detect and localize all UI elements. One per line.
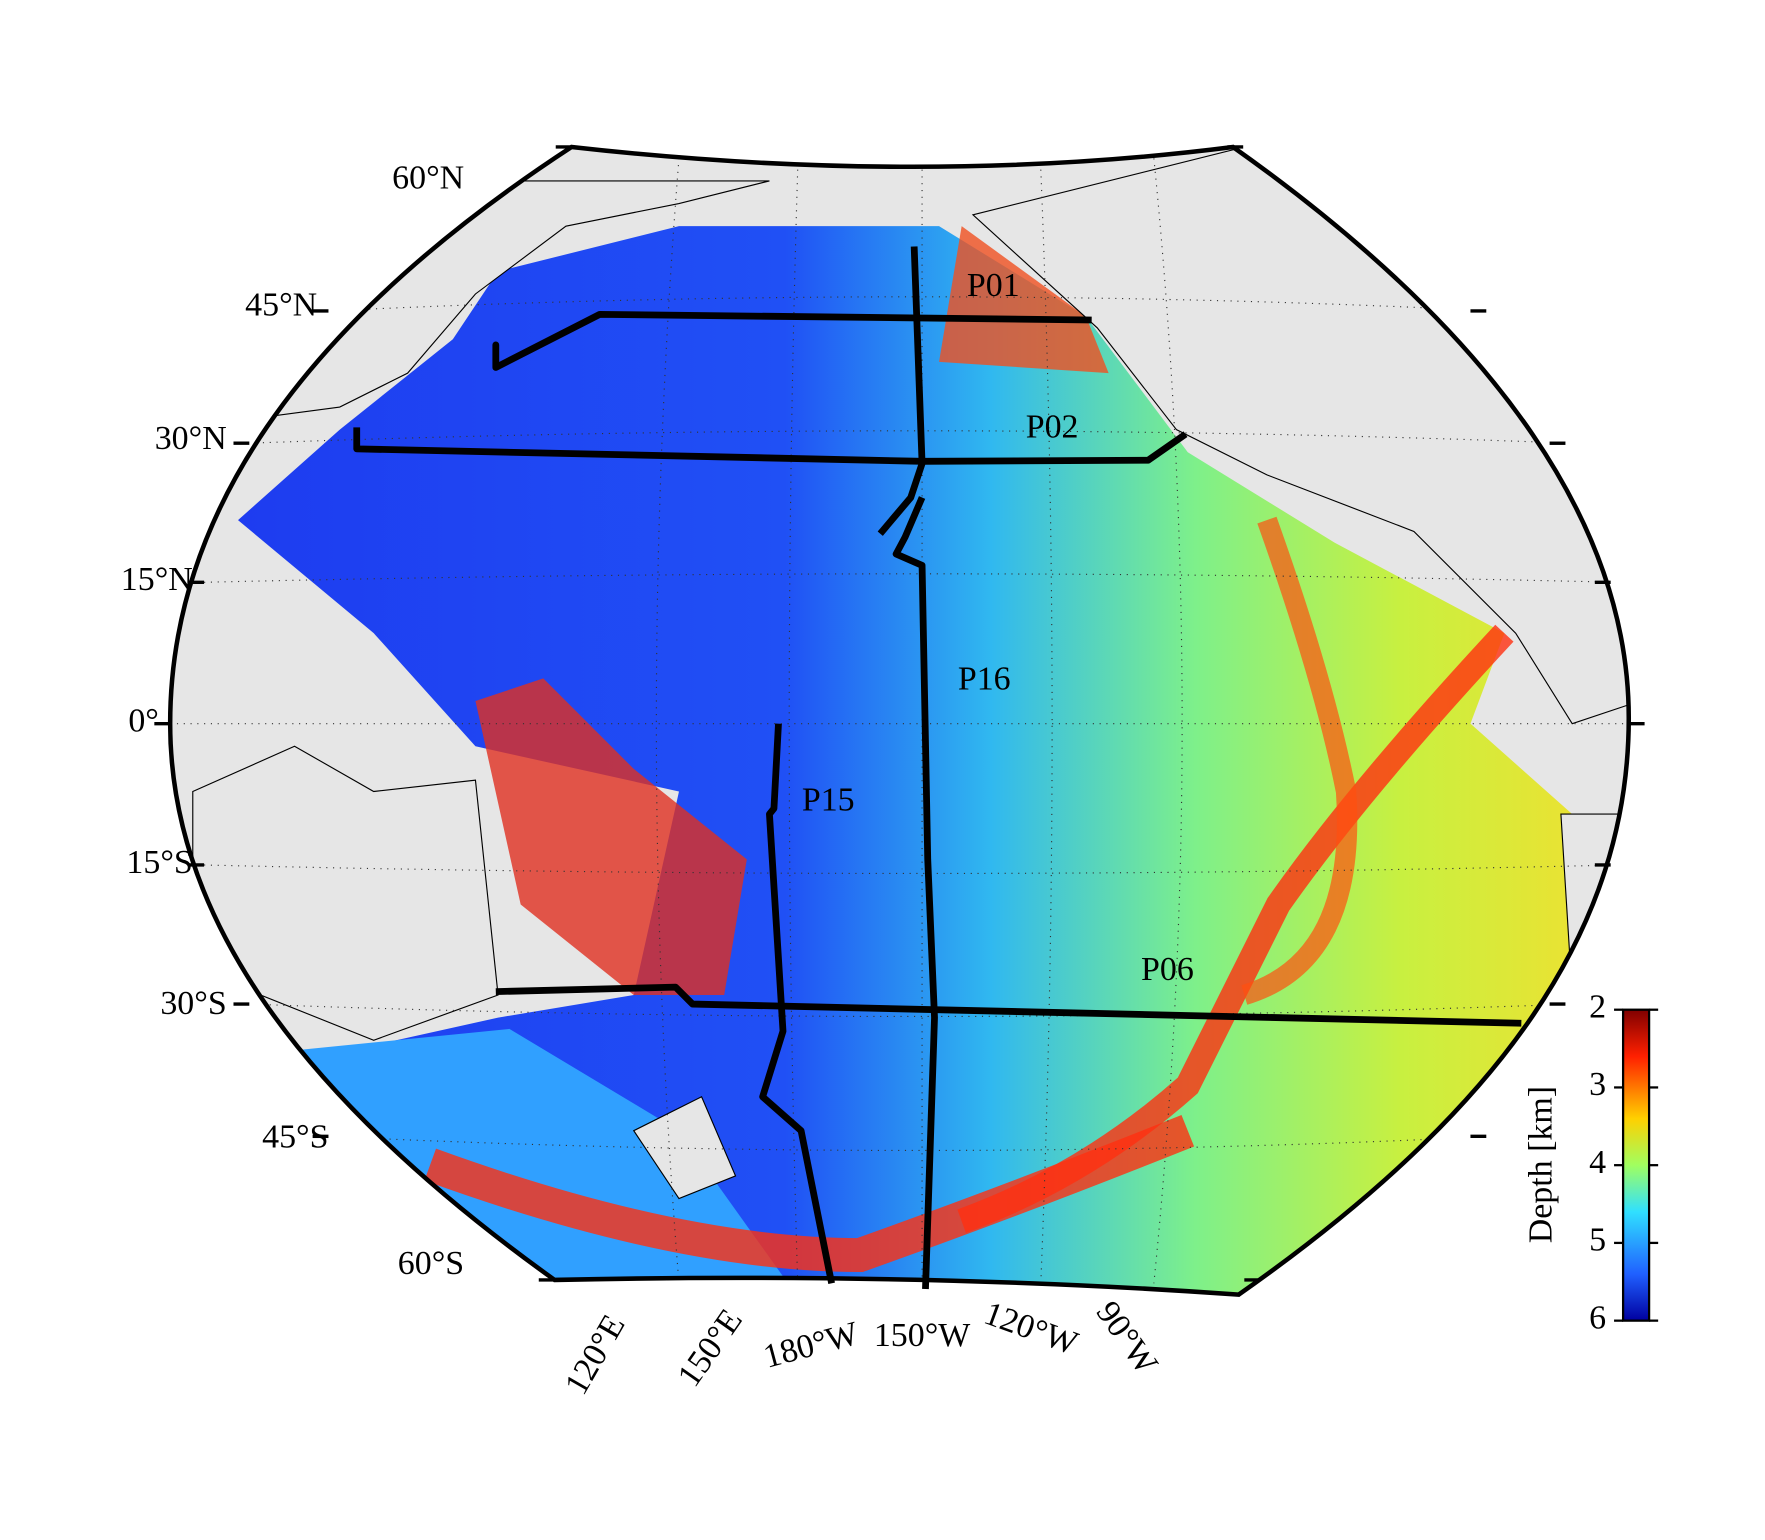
longitude-label: 150°E — [671, 1303, 750, 1394]
latitude-label: 15°S — [126, 844, 192, 881]
ridge — [1241, 516, 1358, 1005]
ridge — [957, 624, 1514, 1233]
longitude-label: 120°E — [558, 1309, 633, 1401]
new-zealand — [632, 1095, 737, 1200]
longitude-label: 180°W — [760, 1315, 863, 1376]
colorbar-title: Depth [km] — [1523, 1086, 1560, 1243]
shelf — [939, 226, 1109, 374]
latitude-label: 60°S — [398, 1245, 464, 1282]
section-label: P16 — [958, 661, 1011, 698]
map-body — [170, 146, 1629, 1295]
latitude-label: 45°N — [245, 286, 317, 323]
latitude-label: 60°N — [392, 160, 464, 197]
latitude-label: 30°S — [160, 985, 226, 1022]
section-label: P01 — [967, 267, 1020, 304]
latitude-label: 15°N — [121, 561, 193, 598]
colorbar — [1621, 1008, 1651, 1322]
shelf — [475, 678, 747, 996]
longitude-label: 120°W — [979, 1295, 1082, 1363]
sections — [353, 246, 1522, 1290]
australia — [192, 745, 499, 1041]
ocean — [238, 226, 1607, 1295]
longitude-label: 150°W — [874, 1317, 970, 1354]
colorbar-tick-label: 5 — [1589, 1222, 1606, 1259]
colorbar-tick-label: 2 — [1589, 988, 1606, 1025]
colorbar-tick-label: 3 — [1589, 1066, 1606, 1103]
colorbar-tick-label: 6 — [1589, 1299, 1606, 1336]
section-label: P06 — [1141, 951, 1194, 988]
colorbar-tick-label: 4 — [1589, 1144, 1606, 1181]
latitude-label: 0° — [128, 702, 159, 739]
section-label: P02 — [1026, 408, 1079, 445]
longitude-label: 90°W — [1089, 1295, 1165, 1381]
latitude-label: 30°N — [155, 420, 227, 457]
section-label: P15 — [802, 782, 855, 819]
